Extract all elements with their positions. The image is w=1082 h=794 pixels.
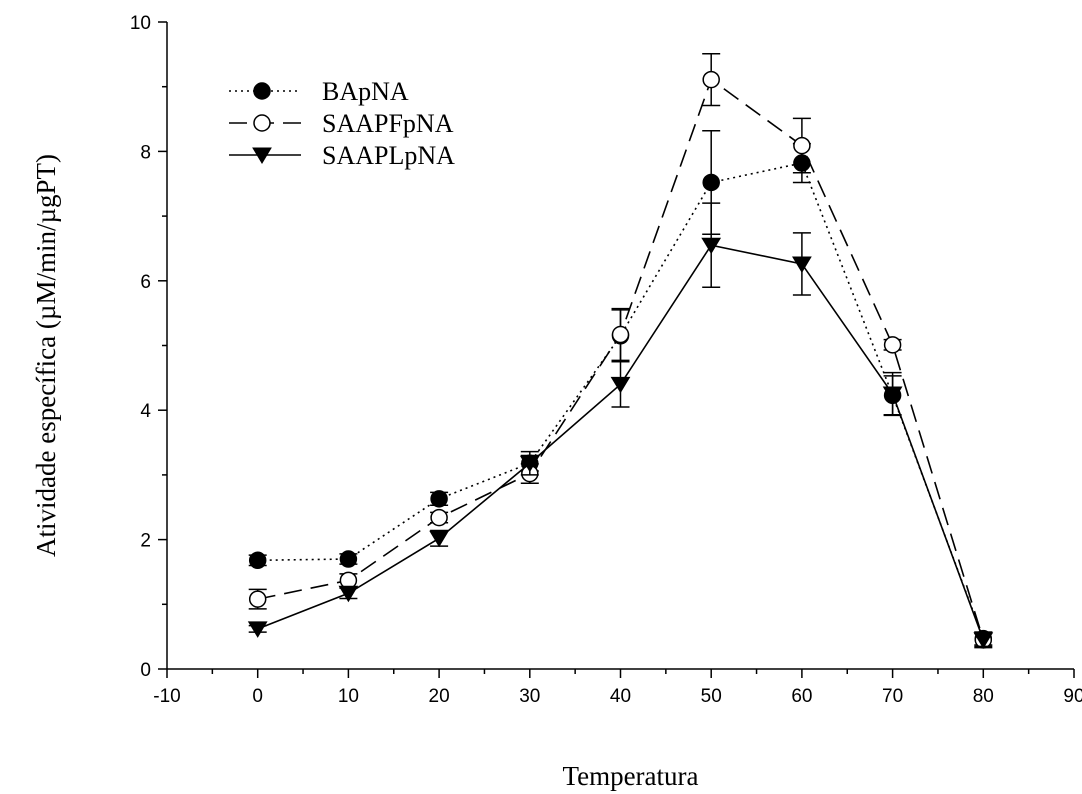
- legend-marker: [252, 147, 272, 164]
- legend-entry: SAAPLpNA: [229, 141, 455, 170]
- data-point: [610, 376, 631, 394]
- y-axis-label: Atividade específica (µM/min/µgPT): [31, 154, 61, 557]
- y-tick-label: 8: [140, 142, 151, 163]
- x-tick-label: -10: [153, 686, 180, 707]
- x-tick-label: 80: [973, 686, 994, 707]
- data-point: [973, 632, 994, 649]
- data-point: [701, 237, 722, 255]
- series-SAAPFpNA: [248, 52, 993, 649]
- data-point: [702, 70, 720, 89]
- legend-marker: [253, 82, 271, 100]
- x-tick-label: 30: [519, 686, 540, 707]
- series-line: [257, 162, 985, 639]
- x-tick-label: 50: [701, 686, 722, 707]
- data-point: [792, 256, 812, 273]
- x-tick-label: 20: [429, 686, 450, 707]
- x-tick-label: 0: [252, 686, 263, 707]
- y-tick-label: 6: [140, 272, 151, 293]
- y-tick-label: 2: [140, 531, 151, 552]
- data-point: [248, 590, 267, 608]
- data-point: [611, 325, 630, 344]
- x-tick-label: 40: [610, 686, 631, 707]
- data-point: [793, 136, 811, 155]
- x-tick-label: 90: [1063, 686, 1082, 707]
- legend-label: SAAPFpNA: [322, 109, 454, 138]
- data-point: [702, 173, 720, 192]
- series-SAAPLpNA: [247, 202, 994, 649]
- data-point: [338, 585, 359, 603]
- y-tick-label: 10: [130, 13, 151, 34]
- legend: BApNA SAAPFpNA SAAPLpNA: [229, 77, 455, 170]
- legend-marker: [253, 114, 271, 132]
- legend-label: SAAPLpNA: [322, 141, 455, 170]
- x-axis-label: Temperatura: [562, 761, 698, 791]
- legend-entry: SAAPFpNA: [229, 109, 454, 138]
- legend-label: BApNA: [322, 77, 409, 106]
- x-tick-label: 70: [882, 686, 903, 707]
- data-point: [519, 455, 540, 473]
- x-tick-label: 60: [791, 686, 812, 707]
- data-point: [248, 551, 267, 570]
- x-tick-label: 10: [338, 686, 359, 707]
- data-point: [339, 550, 358, 568]
- data-point: [883, 336, 902, 354]
- data-point: [247, 621, 268, 638]
- legend-entry: BApNA: [229, 77, 409, 106]
- y-tick-label: 0: [140, 660, 151, 681]
- data-point: [430, 490, 448, 508]
- data-point: [882, 386, 903, 403]
- data-point: [429, 530, 449, 548]
- y-tick-label: 4: [140, 401, 151, 422]
- data-point: [430, 508, 448, 527]
- plot-area: [247, 52, 994, 649]
